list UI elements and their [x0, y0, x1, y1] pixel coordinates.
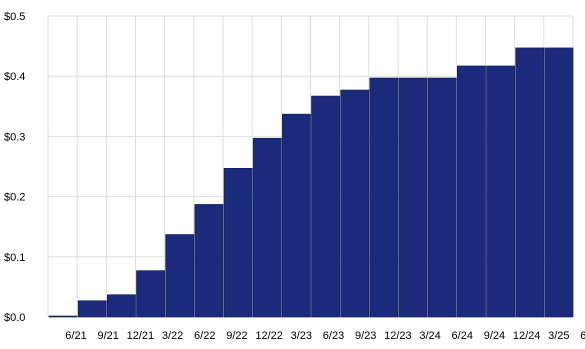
y-tick-label: $0.0 [4, 312, 25, 324]
x-tick-label: 6/24 [452, 330, 473, 342]
x-tick-label: 6/22 [194, 330, 215, 342]
bar [77, 300, 107, 318]
bar [223, 168, 253, 318]
bar [427, 77, 457, 318]
bar [340, 89, 370, 318]
bar [136, 270, 165, 318]
y-tick-label: $0.1 [4, 252, 25, 264]
bar [369, 77, 399, 318]
bar [486, 65, 515, 318]
y-axis: $0.0 $0.1 $0.2 $0.3 $0.4 $0.5 [4, 11, 25, 324]
x-axis: 6/21 9/21 12/21 3/22 6/22 9/22 12/22 3/23 6/23 9/… [65, 330, 585, 342]
x-tick-label: 3/22 [162, 330, 183, 342]
bar [165, 234, 195, 318]
bar [107, 294, 136, 318]
x-tick-label: 6/23 [323, 330, 344, 342]
y-tick-label: $0.4 [4, 71, 25, 83]
bar [282, 113, 311, 318]
x-tick-label: 6/21 [65, 330, 86, 342]
x-tick-label: 9/21 [97, 330, 118, 342]
x-tick-label: 9/23 [355, 330, 376, 342]
x-tick-label: 3/24 [419, 330, 440, 342]
y-tick-label: $0.3 [4, 131, 25, 143]
x-tick-label: 9/22 [226, 330, 247, 342]
bar [398, 77, 428, 318]
x-tick-label: 12/21 [127, 330, 155, 342]
x-tick-label: 12/24 [513, 330, 541, 342]
bar [252, 137, 282, 318]
x-tick-label: 12/22 [255, 330, 283, 342]
x-tick-label: 6/25 [580, 330, 585, 342]
bar [515, 47, 545, 318]
bars [48, 47, 574, 318]
y-tick-label: $0.5 [4, 11, 25, 23]
bar [48, 315, 78, 318]
bar [457, 65, 486, 318]
x-tick-label: 12/23 [384, 330, 412, 342]
x-tick-label: 9/24 [484, 330, 505, 342]
bar [194, 204, 224, 318]
bar [311, 95, 340, 318]
x-tick-label: 3/23 [291, 330, 312, 342]
y-tick-label: $0.2 [4, 192, 25, 204]
bar [544, 47, 574, 318]
x-tick-label: 3/25 [548, 330, 569, 342]
